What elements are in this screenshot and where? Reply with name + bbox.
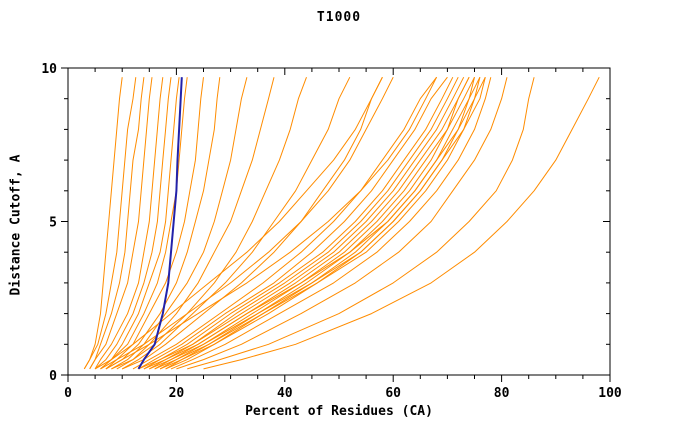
x-tick-label: 100	[598, 386, 622, 401]
curve-model-33	[176, 77, 508, 370]
curve-model-20	[138, 76, 448, 370]
y-tick-label: 5	[49, 216, 57, 231]
curve-model-22	[143, 76, 459, 370]
curve-model-15	[122, 76, 383, 370]
curve-model-1	[83, 77, 123, 370]
curve-model-12	[111, 77, 275, 370]
x-tick-label: 60	[385, 386, 401, 401]
curve-model-11	[111, 77, 248, 370]
curve-model-27	[154, 77, 475, 370]
curve-model-9	[105, 77, 204, 370]
curve-model-4	[89, 77, 153, 370]
curve-model-5	[94, 77, 164, 370]
curve-model-24	[149, 76, 470, 370]
x-tick-label: 0	[64, 386, 72, 401]
curve-model-35	[203, 76, 600, 370]
x-tick-label: 40	[277, 386, 293, 401]
y-tick-label: 0	[49, 369, 57, 384]
x-tick-label: 80	[494, 386, 510, 401]
curve-model-31	[165, 77, 486, 370]
chart-title: T1000	[316, 10, 362, 25]
y-axis-label-text: Distance Cutoff, A	[8, 154, 24, 296]
curve-model-34	[187, 77, 535, 370]
curve-model-3	[89, 77, 145, 370]
curve-model-10	[105, 77, 221, 370]
curve-model-13	[116, 77, 307, 370]
curve-model-6	[94, 77, 172, 370]
curve-model-16	[100, 76, 394, 370]
curve-model-2	[83, 77, 137, 370]
curve-model-8	[100, 77, 188, 370]
curve-model-23	[143, 76, 465, 370]
curve-model-17	[94, 76, 383, 370]
curve-model-18	[105, 76, 438, 370]
x-axis-label: Percent of Residues (CA)	[245, 404, 433, 419]
curve-model-7	[100, 77, 180, 370]
x-tick-label: 20	[169, 386, 185, 401]
curve-model-32	[170, 77, 492, 370]
y-tick-label: 10	[41, 62, 57, 77]
curve-model-19	[132, 76, 437, 370]
curve-model-25	[149, 76, 470, 370]
curve-highlighted-model	[137, 77, 183, 370]
curve-model-21	[138, 76, 454, 370]
